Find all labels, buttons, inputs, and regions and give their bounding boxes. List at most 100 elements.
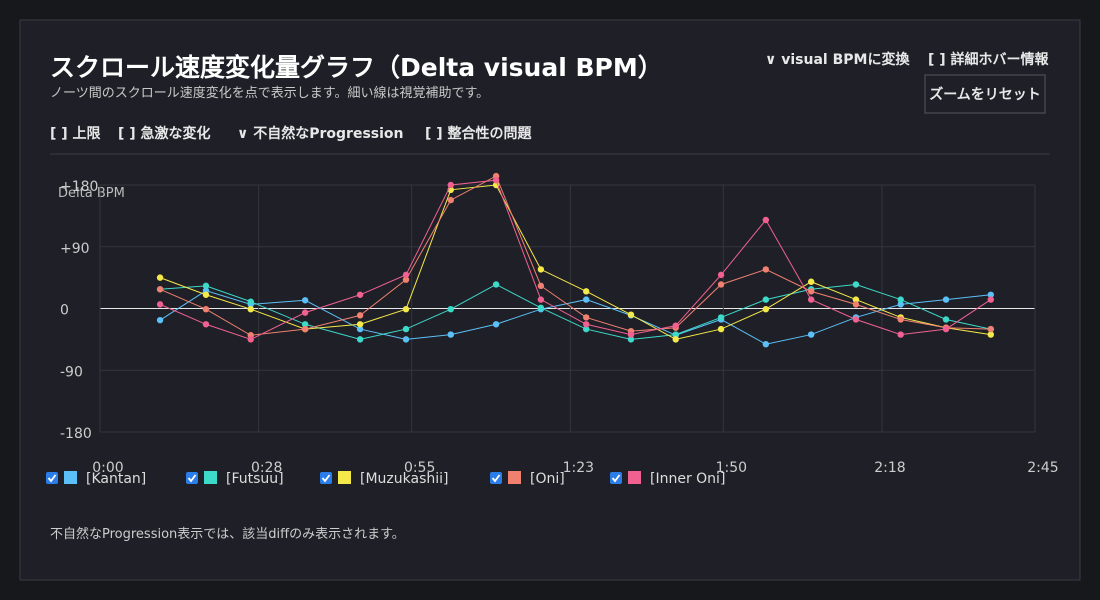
data-point	[717, 281, 725, 288]
data-point	[156, 286, 164, 293]
data-point	[672, 322, 679, 329]
x-tick-label: 0:28	[251, 460, 282, 476]
data-point	[852, 301, 860, 308]
data-point	[987, 296, 994, 303]
data-point	[672, 336, 679, 343]
data-point	[627, 311, 635, 318]
data-point	[301, 297, 309, 304]
data-point	[202, 321, 210, 328]
data-point	[897, 296, 904, 303]
data-point	[583, 314, 590, 321]
data-point	[202, 282, 210, 290]
legend-check[interactable]	[187, 474, 197, 483]
panel	[19, 19, 1081, 581]
legend-check[interactable]	[611, 474, 621, 483]
y-tick-label: 0	[60, 303, 69, 319]
data-point	[492, 176, 500, 184]
data-point	[942, 325, 950, 333]
data-point	[356, 312, 364, 319]
data-point	[156, 301, 164, 308]
data-point	[987, 325, 994, 333]
legend-label[interactable]: [Oni]	[530, 471, 565, 487]
footer-note: 不自然なProgression表示では、該当diffのみ表示されます。	[50, 526, 405, 542]
filter-toggle[interactable]: [ ] 急激な変化	[118, 125, 211, 142]
data-point	[247, 305, 254, 313]
data-point	[402, 271, 410, 279]
x-tick-label: 2:18	[874, 460, 905, 476]
data-point	[627, 336, 635, 343]
data-point	[537, 296, 545, 303]
data-point	[247, 298, 254, 305]
data-point	[583, 296, 590, 303]
data-point	[807, 296, 815, 303]
data-point	[202, 291, 210, 298]
filter-toggle[interactable]: [ ] 上限	[50, 126, 101, 142]
data-point	[583, 321, 590, 328]
legend-swatch	[64, 471, 77, 484]
legend-checkbox[interactable]	[320, 472, 332, 484]
legend-label[interactable]: [Futsuu]	[226, 471, 284, 487]
data-point	[247, 336, 254, 343]
data-point	[447, 331, 454, 338]
legend-checkbox[interactable]	[46, 472, 58, 484]
reset-button[interactable]	[924, 74, 1046, 114]
data-point	[447, 181, 454, 189]
data-point	[301, 325, 309, 333]
filter-toggle[interactable]: ∨ 不自然なProgression	[237, 125, 404, 142]
data-point	[987, 331, 994, 338]
legend-checkbox[interactable]	[186, 472, 198, 484]
data-point	[942, 296, 950, 303]
data-point	[897, 331, 904, 338]
legend-check[interactable]	[47, 474, 57, 483]
legend-checkbox[interactable]	[610, 472, 622, 484]
option-toggle[interactable]: ∨ visual BPMに変換	[765, 51, 910, 68]
legend-check[interactable]	[491, 474, 501, 483]
data-point	[672, 331, 679, 338]
filter-toggle[interactable]: [ ] 整合性の問題	[425, 125, 533, 142]
reset-button-label[interactable]: ズームをリセット	[929, 86, 1041, 103]
legend-check[interactable]	[321, 474, 331, 483]
data-point	[156, 274, 164, 281]
legend-swatch	[338, 471, 351, 484]
legend-swatch	[508, 471, 521, 484]
data-point	[852, 316, 860, 323]
data-point	[627, 331, 635, 338]
legend-label[interactable]: [Muzukashii]	[360, 471, 448, 487]
data-point	[852, 281, 860, 288]
data-point	[492, 281, 500, 288]
data-point	[987, 291, 994, 298]
data-point	[897, 301, 904, 308]
data-point	[356, 336, 364, 343]
legend-checkbox[interactable]	[490, 472, 502, 484]
data-point	[447, 305, 454, 313]
y-tick-label: +180	[60, 179, 98, 195]
data-point	[717, 271, 725, 279]
x-tick-label: 0:55	[404, 460, 435, 476]
title: スクロール速度変化量グラフ（Delta visual BPM）	[50, 53, 663, 82]
data-point	[402, 325, 410, 333]
x-tick-label: 2:45	[1027, 460, 1058, 476]
x-tick-label: 0:00	[92, 460, 123, 476]
data-point	[762, 340, 770, 348]
data-point	[356, 325, 364, 333]
data-point	[897, 316, 904, 323]
x-tick-label: 1:50	[716, 460, 747, 476]
data-point	[537, 282, 545, 290]
y-tick-label: -90	[60, 364, 83, 380]
data-point	[762, 266, 770, 273]
x-tick-label: 1:23	[563, 460, 594, 476]
data-point	[447, 196, 454, 204]
y-tick-label: -180	[60, 426, 92, 442]
data-point	[301, 309, 309, 316]
legend-label[interactable]: [Inner Oni]	[650, 471, 725, 487]
y-axis-label: Delta BPM	[58, 186, 125, 201]
data-point	[202, 305, 210, 313]
legend-label[interactable]: [Kantan]	[86, 471, 146, 487]
legend-swatch	[628, 471, 641, 484]
data-point	[301, 321, 309, 328]
subtitle: ノーツ間のスクロール速度変化を点で表示します。細い線は視覚補助です。	[50, 85, 489, 101]
option-toggle[interactable]: [ ] 詳細ホバー情報	[928, 51, 1050, 68]
data-point	[356, 321, 364, 328]
legend-swatch	[204, 471, 217, 484]
